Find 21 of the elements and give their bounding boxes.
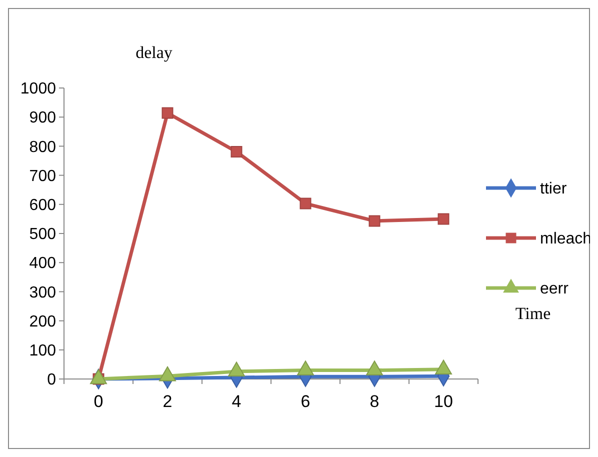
y-tick-label: 600 bbox=[29, 197, 56, 214]
y-tick-label: 100 bbox=[29, 342, 56, 360]
legend-label: eerr bbox=[540, 280, 570, 298]
x-tick-label: 4 bbox=[232, 392, 242, 411]
y-tick-label: 400 bbox=[29, 255, 56, 272]
y-tick-label: 800 bbox=[29, 138, 56, 156]
y-tick-label: 500 bbox=[29, 226, 56, 244]
x-tick-label: 2 bbox=[162, 392, 172, 411]
y-tick-label: 0 bbox=[47, 372, 56, 389]
x-tick-label: 0 bbox=[94, 392, 104, 411]
x-tick-label: 8 bbox=[370, 392, 380, 411]
x-tick-label: 6 bbox=[300, 392, 310, 411]
x-tick-label: 10 bbox=[434, 392, 453, 411]
y-tick-label: 300 bbox=[29, 284, 56, 302]
y-tick-label: 200 bbox=[29, 313, 56, 330]
x-axis-title: Time bbox=[515, 304, 551, 323]
y-tick-label: 700 bbox=[29, 168, 56, 185]
y-tick-label: 900 bbox=[29, 110, 56, 127]
y-tick-label: 1000 bbox=[20, 80, 56, 98]
legend-label: ttier bbox=[540, 180, 568, 198]
y-axis-title: delay bbox=[136, 43, 173, 62]
